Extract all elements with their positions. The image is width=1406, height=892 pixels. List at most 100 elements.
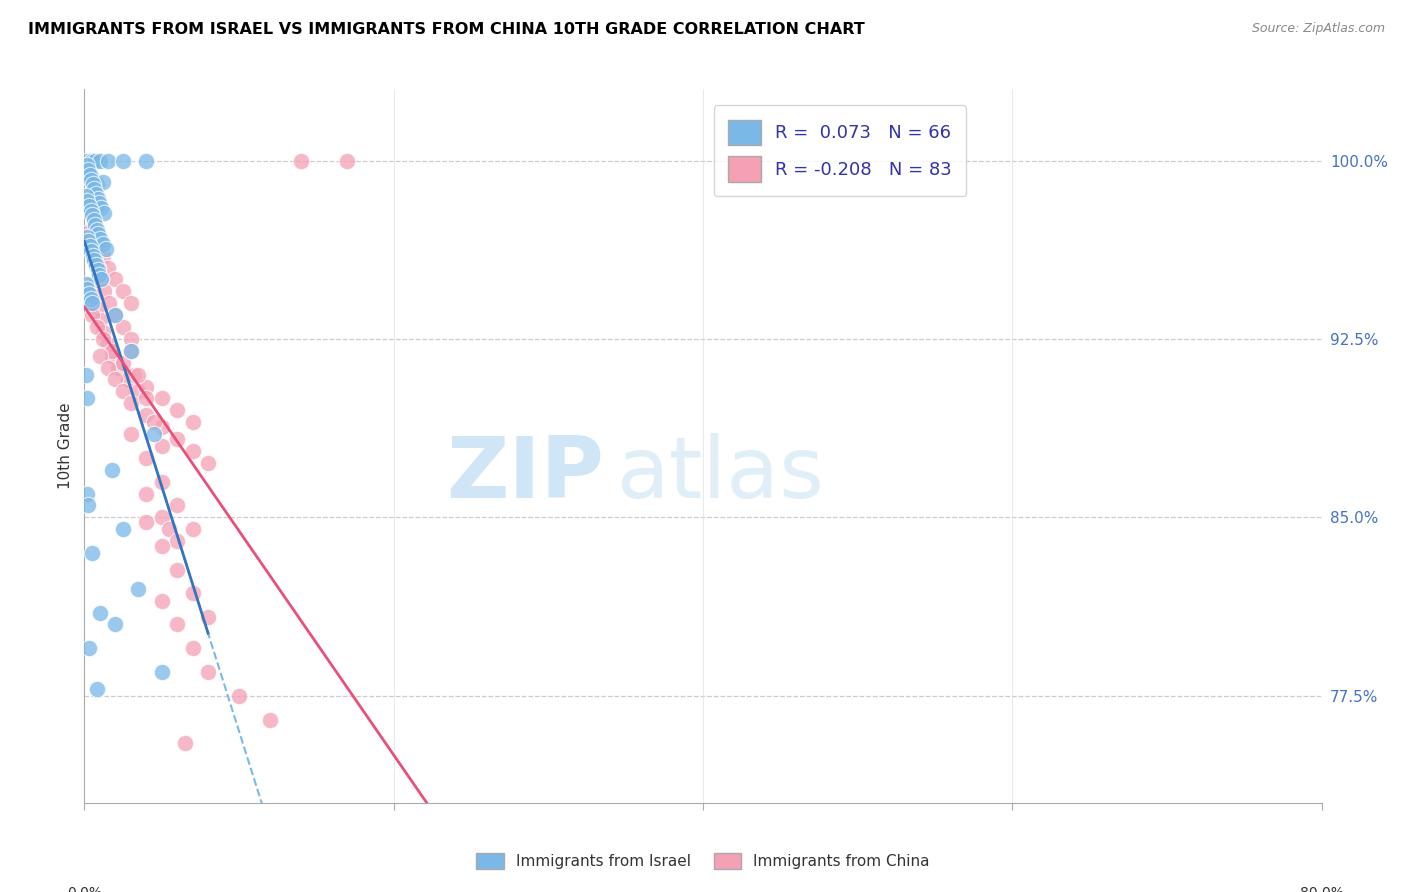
Point <box>104 308 127 322</box>
Legend: R =  0.073   N = 66, R = -0.208   N = 83: R = 0.073 N = 66, R = -0.208 N = 83 <box>714 105 966 196</box>
Point <box>112 356 135 370</box>
Point <box>83 253 105 268</box>
Point <box>135 450 157 465</box>
Point <box>150 420 173 434</box>
Point <box>197 456 219 470</box>
Point <box>77 286 100 301</box>
Point <box>336 153 359 168</box>
Point <box>84 249 107 263</box>
Point <box>86 192 108 206</box>
Point <box>135 486 157 500</box>
Point <box>75 189 97 203</box>
Point <box>91 236 114 251</box>
Point <box>122 368 145 382</box>
Point <box>87 260 110 275</box>
Point <box>159 522 181 536</box>
Point <box>104 272 127 286</box>
Point <box>197 665 219 679</box>
Point <box>79 201 101 215</box>
Point <box>86 225 108 239</box>
Point <box>166 432 188 446</box>
Point <box>117 372 139 386</box>
Point <box>89 232 111 246</box>
Point <box>79 203 101 218</box>
Point <box>150 539 173 553</box>
Point <box>101 463 124 477</box>
Point <box>135 392 157 406</box>
Point <box>94 242 117 256</box>
Point <box>90 272 112 286</box>
Point <box>77 165 100 179</box>
Point <box>82 178 104 192</box>
Point <box>112 153 135 168</box>
Point <box>87 268 110 282</box>
Point <box>82 153 104 168</box>
Point <box>181 586 204 600</box>
Point <box>77 235 100 249</box>
Point <box>82 208 104 222</box>
Point <box>76 153 98 168</box>
Point <box>135 408 157 422</box>
Point <box>90 201 112 215</box>
Point <box>75 368 97 382</box>
Point <box>228 689 250 703</box>
Point <box>91 325 114 339</box>
Point <box>101 349 124 363</box>
Point <box>83 213 105 227</box>
Point <box>86 320 108 334</box>
Point <box>84 153 107 168</box>
Point <box>181 522 204 536</box>
Point <box>104 308 127 322</box>
Point <box>150 392 173 406</box>
Point <box>86 681 108 696</box>
Point <box>181 641 204 656</box>
Point <box>120 343 142 358</box>
Point <box>75 277 97 292</box>
Point <box>76 158 98 172</box>
Point <box>76 189 98 203</box>
Point <box>91 332 114 346</box>
Point <box>174 736 197 750</box>
Point <box>112 320 135 334</box>
Point <box>120 343 142 358</box>
Point <box>82 308 104 322</box>
Point <box>93 206 115 220</box>
Point <box>135 379 157 393</box>
Point <box>143 427 166 442</box>
Point <box>86 263 108 277</box>
Point <box>82 546 104 560</box>
Point <box>77 163 100 178</box>
Point <box>89 349 111 363</box>
Point <box>84 186 107 201</box>
Point <box>91 249 114 263</box>
Point <box>79 277 101 292</box>
Point <box>93 285 115 299</box>
Point <box>181 415 204 429</box>
Point <box>97 260 120 275</box>
Point <box>290 153 312 168</box>
Point <box>101 343 124 358</box>
Legend: Immigrants from Israel, Immigrants from China: Immigrants from Israel, Immigrants from … <box>470 847 936 875</box>
Point <box>87 227 110 242</box>
Point <box>112 384 135 399</box>
Point <box>150 593 173 607</box>
Point <box>89 153 111 168</box>
Point <box>128 368 150 382</box>
Point <box>83 182 105 196</box>
Point <box>97 360 120 375</box>
Point <box>120 332 142 346</box>
Point <box>104 372 127 386</box>
Point <box>150 510 173 524</box>
Point <box>90 272 112 286</box>
Point <box>143 415 166 429</box>
Point <box>150 439 173 453</box>
Point <box>77 165 100 179</box>
Point <box>76 282 98 296</box>
Point <box>98 296 121 310</box>
Text: 0.0%: 0.0% <box>67 886 101 892</box>
Point <box>86 301 108 315</box>
Point <box>86 222 108 236</box>
Point <box>197 610 219 624</box>
Point <box>97 153 120 168</box>
Point <box>120 296 142 310</box>
